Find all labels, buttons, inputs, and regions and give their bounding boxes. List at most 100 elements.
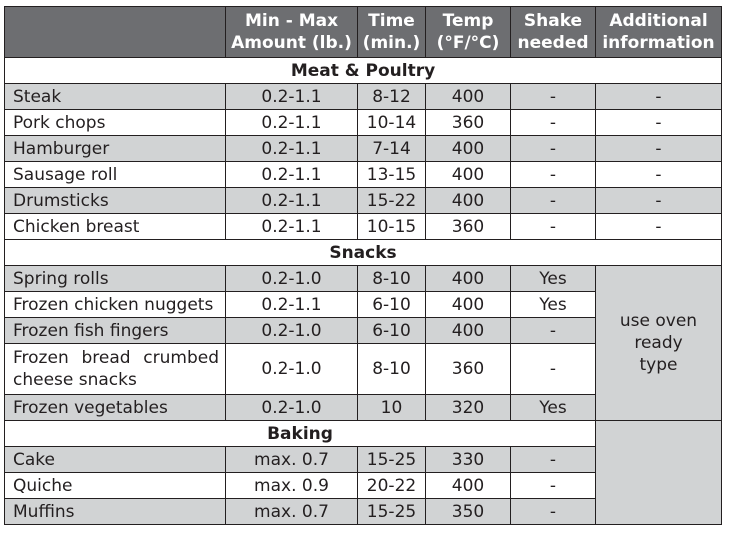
temp-cell: 360 [425, 109, 511, 136]
temp-cell: 400 [425, 161, 511, 188]
baking-info-cell [595, 420, 722, 525]
temp-cell: 400 [425, 291, 511, 318]
section-title-meat: Meat & Poultry [4, 57, 722, 84]
shake-cell: - [510, 187, 596, 214]
temp-cell: 360 [425, 213, 511, 240]
time-cell: 10-14 [357, 109, 426, 136]
shake-cell: - [510, 317, 596, 344]
amount-cell: 0.2-1.0 [225, 343, 358, 395]
amount-cell: 0.2-1.0 [225, 265, 358, 292]
time-cell: 10-15 [357, 213, 426, 240]
food-name: Hamburger [4, 135, 226, 162]
header-info: Additional information [595, 6, 722, 58]
table-row: Sausage roll 0.2-1.1 13-15 400 - - [4, 161, 722, 188]
amount-cell: 0.2-1.0 [225, 394, 358, 421]
shake-cell: Yes [510, 394, 596, 421]
section-title-baking: Baking [4, 420, 596, 447]
section-row-meat: Meat & Poultry [4, 57, 722, 84]
food-name: Frozen vegetables [4, 394, 226, 421]
food-name: Sausage roll [4, 161, 226, 188]
temp-cell: 330 [425, 446, 511, 473]
food-name-line-2: cheese snacks [13, 370, 137, 390]
temp-cell: 400 [425, 472, 511, 499]
food-name: Chicken breast [4, 213, 226, 240]
time-cell: 10 [357, 394, 426, 421]
food-name: Spring rolls [4, 265, 226, 292]
shake-cell: - [510, 213, 596, 240]
shake-cell: - [510, 343, 596, 395]
amount-cell: max. 0.9 [225, 472, 358, 499]
time-cell: 8-12 [357, 83, 426, 110]
amount-cell: max. 0.7 [225, 498, 358, 525]
info-cell: - [595, 213, 722, 240]
shake-cell: Yes [510, 291, 596, 318]
amount-cell: 0.2-1.1 [225, 135, 358, 162]
shake-cell: - [510, 135, 596, 162]
time-cell: 13-15 [357, 161, 426, 188]
section-row-snacks: Snacks [4, 239, 722, 266]
shake-cell: - [510, 161, 596, 188]
header-food [4, 6, 226, 58]
header-temp: Temp (°F/°C) [425, 6, 511, 58]
info-cell: - [595, 109, 722, 136]
table-row: Drumsticks 0.2-1.1 15-22 400 - - [4, 187, 722, 214]
food-name: Steak [4, 83, 226, 110]
info-cell: - [595, 161, 722, 188]
time-cell: 8-10 [357, 265, 426, 292]
time-cell: 20-22 [357, 472, 426, 499]
info-cell: - [595, 135, 722, 162]
shake-cell: - [510, 472, 596, 499]
table-row: Hamburger 0.2-1.1 7-14 400 - - [4, 135, 722, 162]
shake-cell: - [510, 109, 596, 136]
amount-cell: 0.2-1.1 [225, 187, 358, 214]
amount-cell: 0.2-1.1 [225, 213, 358, 240]
snacks-info-cell: use oven ready type [595, 265, 722, 421]
temp-cell: 360 [425, 343, 511, 395]
time-cell: 7-14 [357, 135, 426, 162]
time-cell: 6-10 [357, 291, 426, 318]
temp-cell: 350 [425, 498, 511, 525]
table-row: Pork chops 0.2-1.1 10-14 360 - - [4, 109, 722, 136]
section-row-baking: Baking [4, 420, 722, 525]
time-cell: 8-10 [357, 343, 426, 395]
time-cell: 15-22 [357, 187, 426, 214]
table-row: Steak 0.2-1.1 8-12 400 - - [4, 83, 722, 110]
temp-cell: 400 [425, 265, 511, 292]
temp-cell: 400 [425, 187, 511, 214]
food-name-multiline: Frozen bread crumbed cheese snacks [13, 347, 225, 391]
cooking-guide-table: Min - Max Amount (lb.) Time (min.) Temp … [4, 6, 722, 525]
table-row: Spring rolls 0.2-1.0 8-10 400 Yes use ov… [4, 265, 722, 421]
food-name: Cake [4, 446, 226, 473]
header-shake: Shake needed [510, 6, 596, 58]
food-name: Frozen chicken nuggets [4, 291, 226, 318]
amount-cell: 0.2-1.1 [225, 291, 358, 318]
table-row: Frozen fish fingers 0.2-1.0 6-10 400 - [4, 317, 722, 344]
food-name: Frozen bread crumbed cheese snacks [4, 343, 226, 395]
shake-cell: - [510, 498, 596, 525]
food-name: Drumsticks [4, 187, 226, 214]
temp-cell: 400 [425, 135, 511, 162]
temp-cell: 320 [425, 394, 511, 421]
table-row: Quiche max. 0.9 20-22 400 - [4, 472, 722, 499]
food-name: Quiche [4, 472, 226, 499]
time-cell: 15-25 [357, 446, 426, 473]
temp-cell: 400 [425, 317, 511, 344]
food-name: Frozen fish fingers [4, 317, 226, 344]
info-cell: - [595, 187, 722, 214]
cooking-table-wrapper: Min - Max Amount (lb.) Time (min.) Temp … [4, 6, 722, 525]
time-cell: 15-25 [357, 498, 426, 525]
section-title-snacks: Snacks [4, 239, 722, 266]
info-cell: - [595, 83, 722, 110]
temp-cell: 400 [425, 83, 511, 110]
shake-cell: - [510, 446, 596, 473]
header-row: Min - Max Amount (lb.) Time (min.) Temp … [4, 6, 722, 58]
food-name: Pork chops [4, 109, 226, 136]
header-time: Time (min.) [357, 6, 426, 58]
time-cell: 6-10 [357, 317, 426, 344]
amount-cell: 0.2-1.0 [225, 317, 358, 344]
amount-cell: 0.2-1.1 [225, 161, 358, 188]
table-row: Muffins max. 0.7 15-25 350 - [4, 498, 722, 525]
amount-cell: max. 0.7 [225, 446, 358, 473]
table-row: Chicken breast 0.2-1.1 10-15 360 - - [4, 213, 722, 240]
amount-cell: 0.2-1.1 [225, 83, 358, 110]
